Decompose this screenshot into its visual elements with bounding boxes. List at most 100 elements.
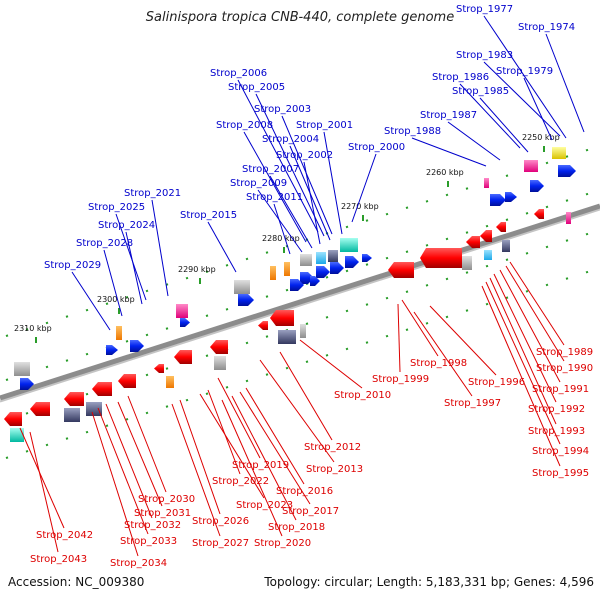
upper-gene-label: Strop_2015 [180, 210, 237, 221]
reverse-gene-arrow [118, 374, 136, 388]
lower-leader-line [499, 269, 561, 383]
lower-gene-label: Strop_2010 [334, 390, 391, 401]
track-dash [505, 258, 509, 262]
track-dash [5, 456, 9, 460]
backbone-shadow [0, 208, 600, 403]
track-dash [465, 271, 469, 274]
upper-gene-label: Strop_1983 [456, 50, 513, 61]
upper-gene-label: Strop_2028 [76, 238, 133, 249]
track-dash [505, 296, 509, 300]
track-dash [305, 360, 309, 364]
lower-leader-line [401, 299, 439, 357]
upper-gene-label: Strop_1986 [432, 72, 489, 83]
upper-leader-line [115, 213, 147, 301]
forward-gene-arrow [505, 192, 517, 202]
track-dash [325, 276, 329, 279]
track-dash [585, 270, 589, 274]
track-dash [345, 225, 349, 229]
track-dash [145, 289, 149, 293]
upper-gene-label: Strop_2007 [242, 164, 299, 175]
upper-gene-label: Strop_2002 [276, 150, 333, 161]
track-dash [525, 212, 529, 215]
lower-outer-track [5, 270, 589, 460]
lower-leader-line [413, 311, 473, 397]
track-dash [165, 327, 169, 330]
reverse-gene-arrow [64, 392, 84, 406]
gene-box [270, 266, 276, 280]
lower-gene-label: Strop_2012 [304, 442, 361, 453]
reverse-gene-arrow [258, 321, 268, 330]
lower-leader-line [19, 427, 65, 529]
lower-leader-line [29, 431, 59, 553]
forward-gene-arrow [558, 165, 576, 177]
track-dash [265, 295, 269, 298]
gene-box [166, 376, 174, 388]
track-dash [105, 302, 109, 306]
track-dash [565, 277, 569, 280]
upper-leader-line [483, 15, 567, 139]
track-dash [265, 373, 269, 376]
tick-label: 2290 kbp [178, 265, 216, 274]
forward-gene-arrow [530, 180, 544, 192]
gene-box [86, 402, 102, 416]
lower-leader-line [127, 395, 167, 493]
gene-box [234, 280, 250, 294]
upper-leader-line [71, 271, 111, 331]
track-dash [465, 309, 469, 312]
track-dash [405, 290, 409, 294]
track-dash [365, 303, 369, 306]
upper-leader-line [411, 137, 487, 167]
track-dash [545, 205, 549, 209]
track-dash [45, 321, 49, 325]
backbone-line [0, 203, 600, 401]
tick-label: 2270 kbp [341, 202, 379, 211]
lower-gene-label: Strop_2027 [192, 538, 249, 549]
track-dash [325, 316, 329, 319]
forward-gene-arrow [130, 340, 144, 352]
lower-gene-label: Strop_2043 [30, 554, 87, 565]
lower-gene-label: Strop_2022 [212, 476, 269, 487]
reverse-gene-arrow [420, 248, 462, 268]
lower-gene-label: Strop_2017 [282, 506, 339, 517]
gene-box [566, 212, 571, 224]
lower-gene-label: Strop_1999 [372, 374, 429, 385]
gene-box [300, 324, 306, 338]
label-leader-lines [19, 15, 585, 557]
upper-leader-line [545, 33, 585, 133]
upper-leader-line [103, 249, 123, 317]
track-dash [445, 315, 449, 319]
track-dash [185, 398, 189, 402]
track-dash [345, 347, 349, 351]
reverse-gene-arrow [270, 310, 294, 326]
lower-gene-label: Strop_2026 [192, 516, 249, 527]
track-dash [365, 341, 369, 344]
lower-gene-label: Strop_1994 [532, 446, 589, 457]
upper-gene-label: Strop_2029 [44, 260, 101, 271]
track-dash [405, 250, 409, 254]
reverse-gene-arrow [174, 350, 192, 364]
track-dash [165, 405, 169, 408]
gene-box [284, 262, 290, 276]
track-dash [225, 308, 229, 311]
forward-gene-arrow [106, 345, 118, 355]
track-dash [485, 224, 489, 228]
track-dash [45, 443, 49, 447]
track-dash [65, 359, 69, 362]
lower-leader-line [207, 389, 241, 475]
track-dash [385, 334, 389, 338]
track-dash [85, 430, 89, 434]
track-dash [585, 148, 589, 152]
gene-box [484, 250, 492, 260]
lower-gene-label: Strop_1996 [468, 377, 525, 388]
upper-leader-line [323, 131, 343, 235]
tick-label: 2260 kbp [426, 168, 464, 177]
tick-label: 2280 kbp [262, 234, 300, 243]
upper-gene-label: Strop_2000 [348, 142, 405, 153]
track-dash [565, 199, 569, 202]
lower-leader-line [171, 403, 221, 537]
track-dash [205, 354, 209, 358]
track-dash [105, 424, 109, 428]
upper-gene-label: Strop_2005 [228, 82, 285, 93]
forward-gene-arrow [290, 279, 304, 291]
